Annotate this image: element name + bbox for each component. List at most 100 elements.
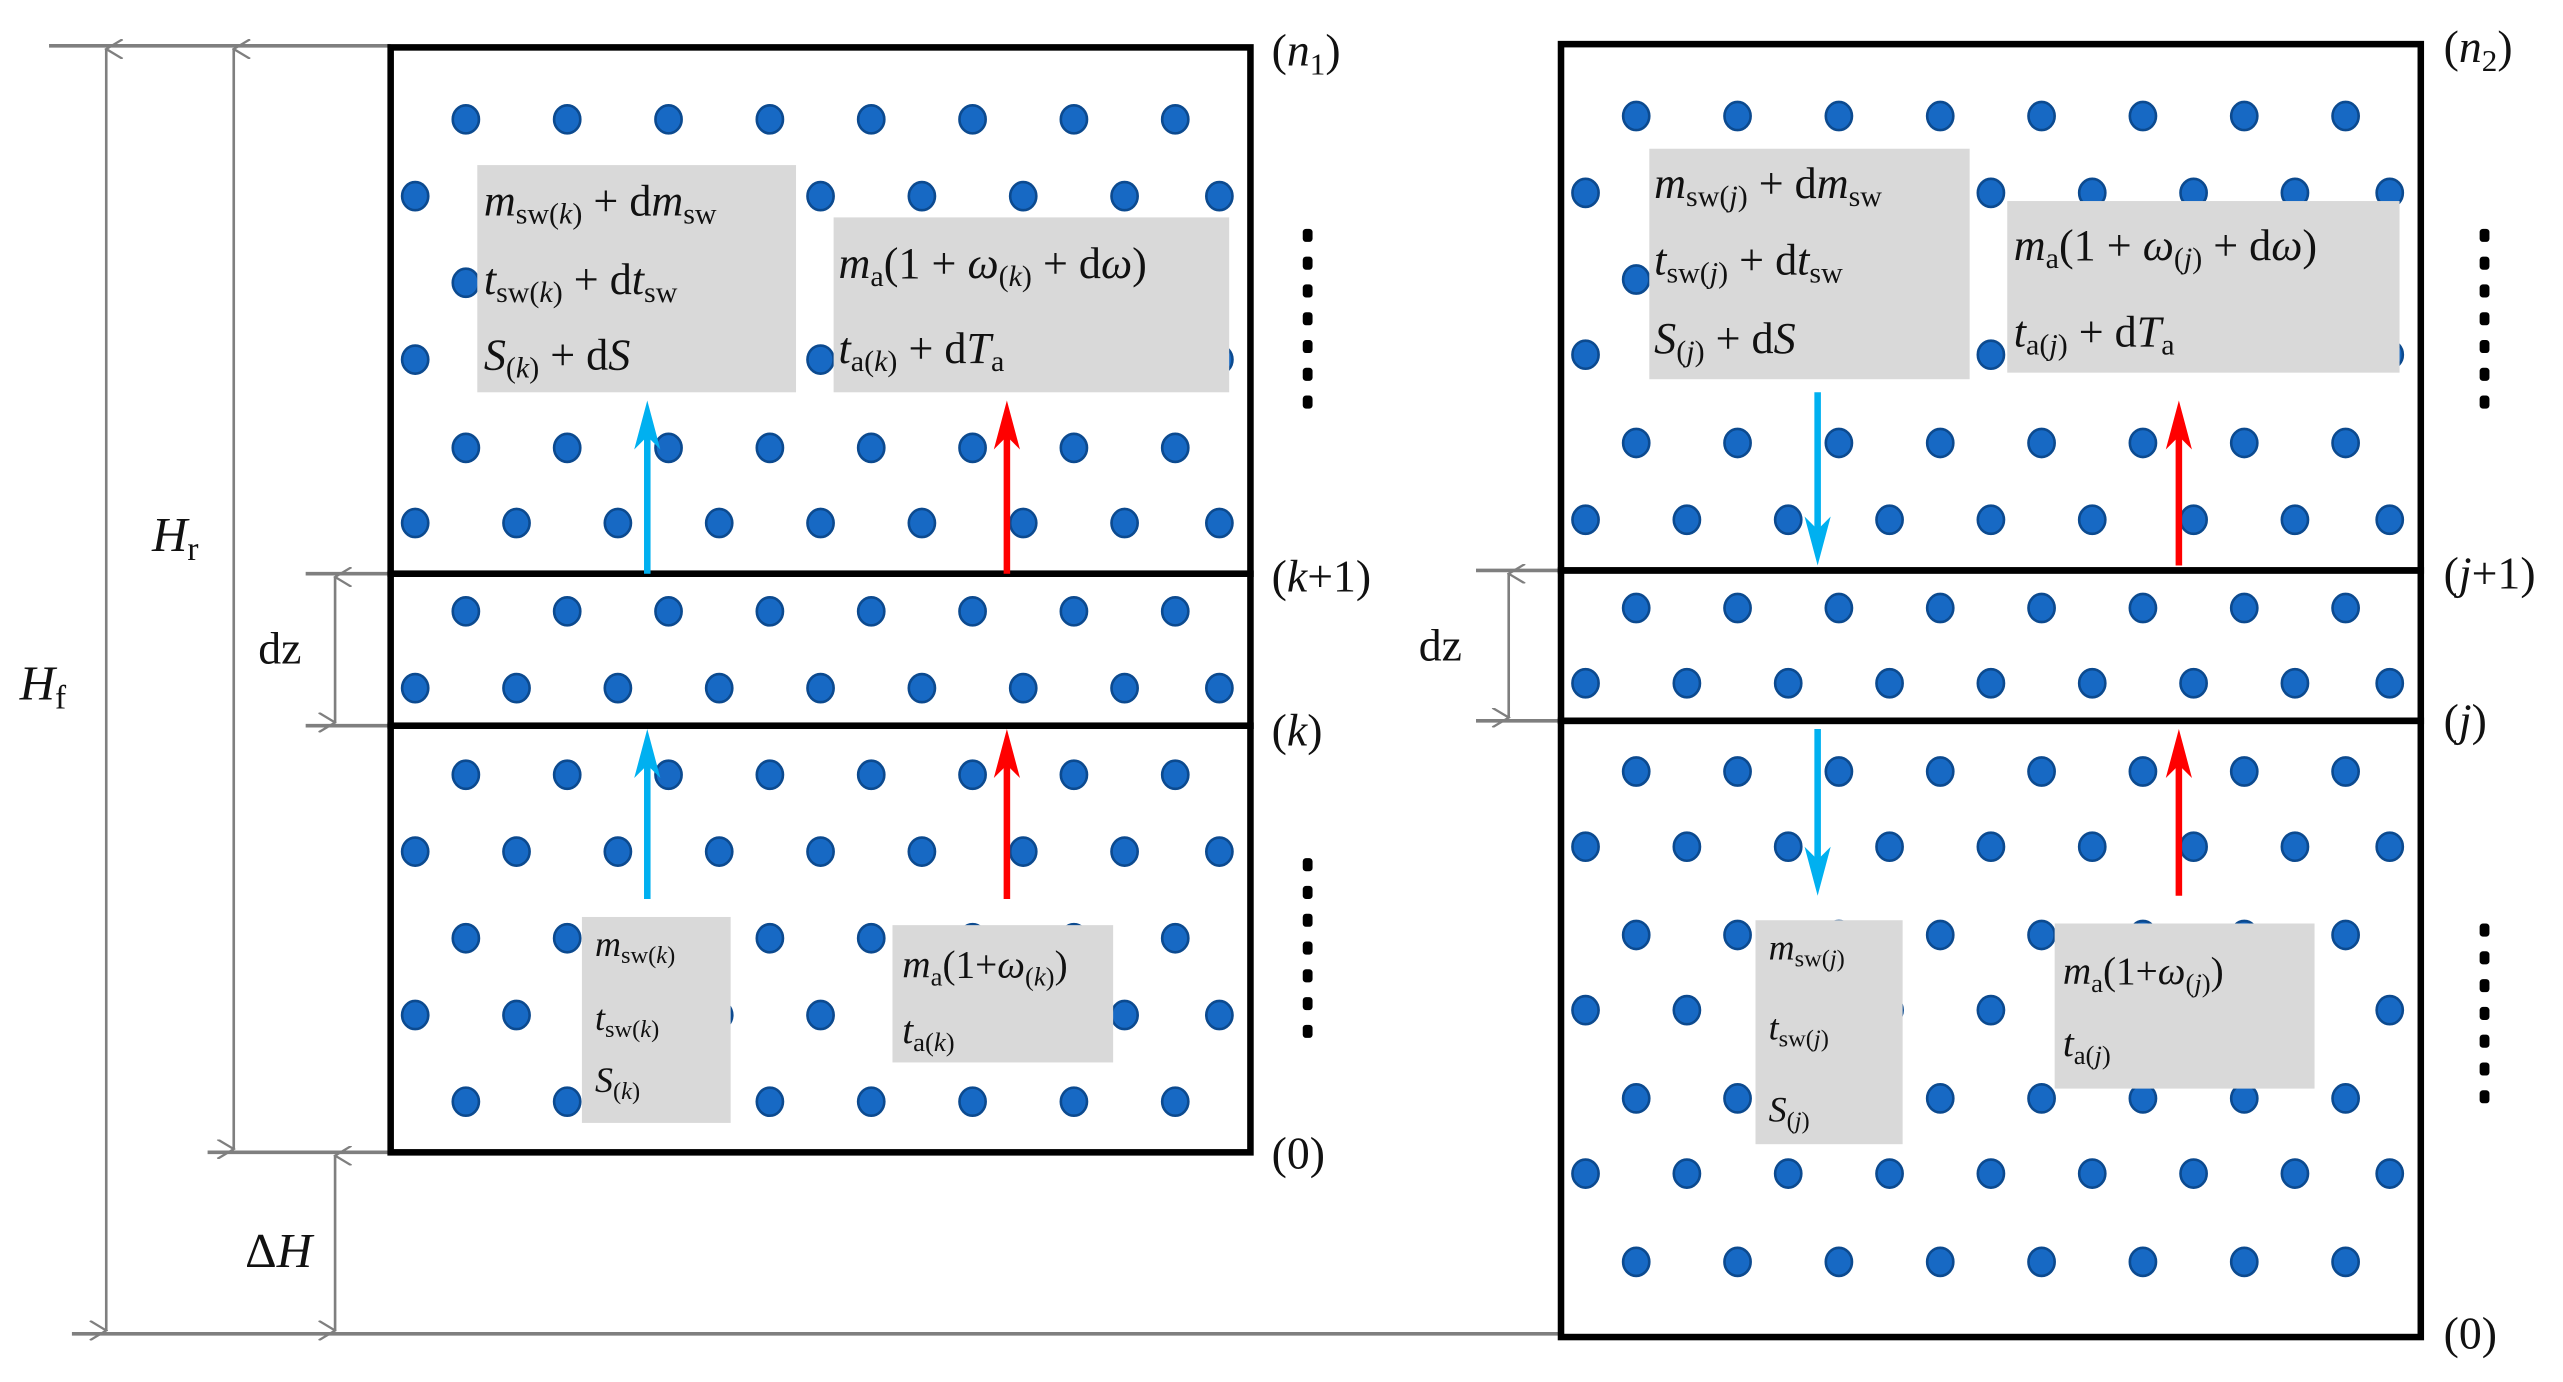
text-segment: sw(: [1666, 257, 1709, 290]
text-segment: +1: [1307, 551, 1356, 602]
right-tower-lower-box: [1557, 717, 2425, 1341]
packing-dot: [1160, 432, 1190, 464]
packing-dot: [2027, 592, 2056, 624]
right-top-air-box: [2007, 201, 2400, 373]
text-segment: + d: [1728, 236, 1797, 285]
text-segment: a: [870, 260, 883, 293]
packing-dot: [1571, 994, 1600, 1026]
text-segment: m: [651, 177, 683, 226]
packing-dot: [1110, 507, 1139, 539]
left-top-air-formula-line-1: ma(1 + ω(k) + dω): [839, 239, 1147, 293]
packing-dot: [1976, 339, 2006, 371]
text-segment: ): [1307, 704, 1322, 755]
text-segment: (1+: [2103, 950, 2158, 993]
text-segment: a: [931, 961, 943, 991]
text-segment: m: [2014, 221, 2046, 270]
packing-dot: [1160, 1086, 1190, 1118]
left-bottom-water-formula-line-1: msw(k): [595, 924, 675, 969]
packing-dot: [1059, 103, 1089, 135]
text-segment: k: [1009, 260, 1023, 293]
packing-dot: [1205, 507, 1234, 539]
right-bottom-air-formula-line-2: ta(j): [2063, 1022, 2111, 1070]
left-tower-lower-box: [387, 722, 1254, 1156]
packing-dot: [2077, 1158, 2107, 1189]
cold-water-up-arrow-upper: [634, 400, 661, 574]
text-segment: j: [1827, 945, 1837, 972]
text-segment: t: [902, 1009, 914, 1052]
text-segment: + d: [1748, 159, 1817, 208]
packing-dot: [552, 759, 582, 791]
packing-dot: [2375, 831, 2405, 863]
text-segment: ): [2497, 21, 2512, 72]
text-segment: n: [1287, 24, 1310, 75]
packing-dot: [2229, 100, 2259, 132]
packing-dot: [1773, 504, 1803, 536]
text-segment: ): [2472, 695, 2487, 746]
node-label-k: (k): [1272, 704, 1323, 755]
packing-dot: [1723, 592, 1752, 624]
packing-dot: [451, 759, 481, 791]
dz-left-label: dz: [258, 623, 301, 674]
node-label-k-plus-1: (k+1): [1272, 551, 1372, 602]
text-segment: (: [1676, 335, 1686, 368]
packing-dot: [2179, 1158, 2208, 1189]
packing-dot: [1875, 667, 1904, 699]
packing-dot: [958, 432, 987, 464]
packing-dot: [2375, 1158, 2405, 1189]
cold-water-up-arrow-lower: [634, 729, 661, 899]
packing-dot: [1008, 180, 1038, 212]
packing-dot: [1110, 836, 1139, 867]
packing-dot: [2331, 592, 2360, 624]
packing-dot: [907, 672, 937, 704]
text-segment: ): [553, 277, 563, 310]
packing-dot: [1571, 339, 1600, 371]
packing-dot: [1059, 432, 1089, 464]
text-segment: n: [2459, 21, 2482, 72]
packing-dot: [1672, 994, 1702, 1026]
text-segment: (0): [1272, 1128, 1325, 1179]
text-segment: S: [1769, 1089, 1787, 1129]
packing-dot: [2128, 427, 2158, 459]
right-top-water-formula-line-1: msw(j) + dmsw: [1654, 159, 1882, 213]
text-segment: j: [1725, 180, 1737, 213]
packing-dot: [1976, 1158, 2006, 1189]
packing-dot: [400, 672, 430, 704]
packing-dot: [1059, 1086, 1089, 1118]
packing-dot: [2375, 504, 2405, 536]
packing-dot: [1773, 1158, 1803, 1189]
packing-dot: [1976, 504, 2006, 536]
packing-dot: [1160, 103, 1190, 135]
left-bottom-water-formula-line-3: S(k): [595, 1060, 640, 1105]
text-segment: ): [1738, 180, 1748, 213]
text-segment: j: [1811, 1025, 1821, 1052]
text-segment: k: [1034, 961, 1047, 991]
packing-dot: [552, 595, 582, 627]
packing-dot: [2077, 504, 2107, 536]
text-segment: ): [632, 1078, 640, 1105]
packing-dot: [856, 1086, 886, 1118]
text-segment: (: [2185, 968, 2194, 998]
left-top-water-formula-line-1: msw(k) + dmsw: [484, 177, 717, 231]
text-segment: ω: [2158, 950, 2186, 993]
packing-dot: [400, 999, 430, 1031]
packing-dot: [1621, 919, 1651, 951]
text-segment: ω: [967, 239, 998, 288]
node-label-n1: (n1): [1272, 24, 1341, 81]
packing-dot: [1110, 999, 1139, 1031]
right-top-water-formula-line-2: tsw(j) + dtsw: [1654, 236, 1843, 290]
packing-dot: [1672, 504, 1702, 536]
text-segment: ): [2202, 968, 2211, 998]
right-top-air-formula-line-1: ma(1 + ω(j) + dω): [2014, 221, 2317, 275]
packing-dot: [2128, 100, 2158, 132]
packing-dot: [1976, 667, 2006, 699]
packing-dot: [1672, 1158, 1702, 1189]
text-segment: ω: [997, 943, 1025, 986]
vertical-ellipsis-icon: [2479, 923, 2490, 1104]
packing-dot: [1621, 756, 1651, 787]
right-bottom-water-formula-line-2: tsw(j): [1769, 1008, 1829, 1053]
node-label-j: (j): [2444, 695, 2487, 746]
packing-dot: [1008, 507, 1038, 539]
packing-dot: [856, 922, 886, 954]
packing-dot: [1571, 504, 1600, 536]
